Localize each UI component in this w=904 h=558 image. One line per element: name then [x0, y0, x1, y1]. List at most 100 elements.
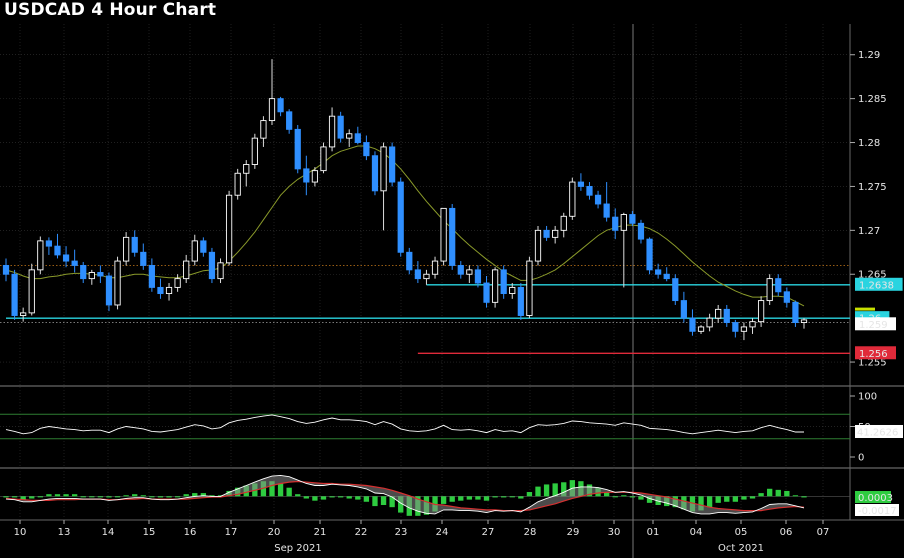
candle-body [706, 317, 713, 328]
x-tick-label: 10 [14, 527, 27, 538]
candle-body [354, 133, 361, 143]
y-tick-label: 1.29 [858, 50, 880, 61]
macd-histogram-bar [269, 481, 275, 497]
candle-body [483, 282, 490, 303]
candle-body [680, 300, 687, 319]
candle-body [286, 111, 293, 130]
candle-body [397, 181, 404, 253]
candle-body [328, 115, 336, 148]
macd-histogram-bar [149, 496, 155, 498]
y-tick-label: 1.28 [858, 138, 880, 149]
macd-histogram-bar [11, 496, 18, 498]
candle-body [697, 326, 705, 332]
candle-body [251, 137, 258, 165]
macd-histogram-bar [20, 496, 26, 500]
candle-body [620, 214, 627, 231]
candle-body [466, 269, 473, 275]
y-tick-label: 1.285 [858, 94, 887, 105]
macd-histogram-bar [483, 496, 490, 501]
candle-body [28, 269, 35, 314]
macd-histogram-bar [758, 493, 764, 497]
macd-histogram-bar [183, 494, 189, 497]
candle-body [586, 185, 593, 196]
candle-body [174, 278, 181, 288]
price-tag-bg [855, 277, 903, 291]
candle-body [723, 308, 730, 323]
candle-body [440, 207, 447, 262]
macd-histogram-bar [638, 496, 644, 500]
macd-histogram-bar [475, 496, 481, 500]
macd-histogram-bar [80, 496, 86, 498]
candle-body [37, 240, 44, 271]
candle-body [732, 322, 739, 332]
x-tick-label: 01 [647, 527, 660, 538]
macd-histogram-bar [114, 496, 121, 498]
macd-value-tag [855, 504, 899, 516]
macd-histogram-bar [71, 494, 78, 497]
x-group-label: Sep 2021 [274, 543, 321, 554]
macd-histogram-bar [561, 482, 567, 497]
candle-body [114, 260, 121, 306]
candle-body [311, 170, 319, 183]
macd-histogram-bar [157, 496, 164, 498]
candle-body [637, 222, 645, 240]
macd-histogram-bar [389, 496, 395, 508]
macd-histogram-bar [466, 496, 473, 500]
candle-body [612, 216, 619, 231]
candle-body [277, 98, 284, 113]
candle-body [217, 262, 224, 280]
x-tick-label: 07 [817, 527, 830, 538]
candle-body [749, 321, 756, 328]
macd-histogram-bar [329, 496, 335, 498]
x-tick-label: 29 [567, 527, 580, 538]
x-tick-label: 05 [735, 527, 748, 538]
candle-body [165, 286, 173, 295]
candle-body [406, 251, 413, 271]
candle-body [414, 269, 421, 280]
macd-histogram-bar [603, 492, 610, 497]
macd-histogram-bar [3, 496, 9, 498]
candle-body [655, 269, 662, 275]
macd-histogram-bar [784, 490, 790, 497]
candle-body [62, 254, 70, 262]
price-tag-label: 1.259 [859, 320, 888, 331]
macd-histogram-bar [492, 496, 498, 498]
candle-body [105, 275, 113, 306]
candle-body [131, 236, 138, 253]
candle-body [646, 238, 653, 271]
candle-body [243, 164, 250, 174]
rsi-tick-label: 0 [858, 453, 864, 464]
candle-body [320, 146, 327, 172]
macd-histogram-bar [715, 496, 721, 503]
candle-body [97, 272, 104, 277]
macd-histogram-bar [543, 484, 550, 497]
macd-histogram-bar [698, 496, 704, 511]
macd-line [5, 474, 805, 515]
x-tick-label: 17 [225, 527, 238, 538]
macd-histogram-bar [724, 496, 730, 502]
macd-histogram-bar [277, 483, 284, 497]
price-tag: 1.259 [855, 317, 896, 331]
candle-body [689, 317, 696, 332]
macd-histogram-bar [612, 496, 618, 498]
macd-histogram-bar [29, 496, 35, 499]
candle-body [474, 269, 482, 284]
macd-histogram-bar [629, 496, 636, 498]
macd-histogram-bar [398, 496, 404, 513]
candle-body [740, 326, 748, 332]
x-tick-label: 13 [58, 527, 71, 538]
macd-histogram-bar [458, 496, 464, 501]
macd-histogram-bar [767, 488, 773, 497]
x-tick-label: 04 [690, 527, 703, 538]
x-tick-label: 06 [780, 527, 793, 538]
price-tag-label: 1.256 [859, 349, 888, 360]
price-tag-bg [855, 317, 896, 331]
x-tick-label: 22 [355, 527, 368, 538]
macd-histogram-bar [355, 496, 361, 500]
candle-body [543, 229, 550, 238]
macd-histogram-bar [346, 496, 352, 499]
candle-body [45, 240, 53, 247]
macd-histogram-bar [380, 496, 387, 506]
y-tick-label: 1.27 [858, 226, 880, 237]
